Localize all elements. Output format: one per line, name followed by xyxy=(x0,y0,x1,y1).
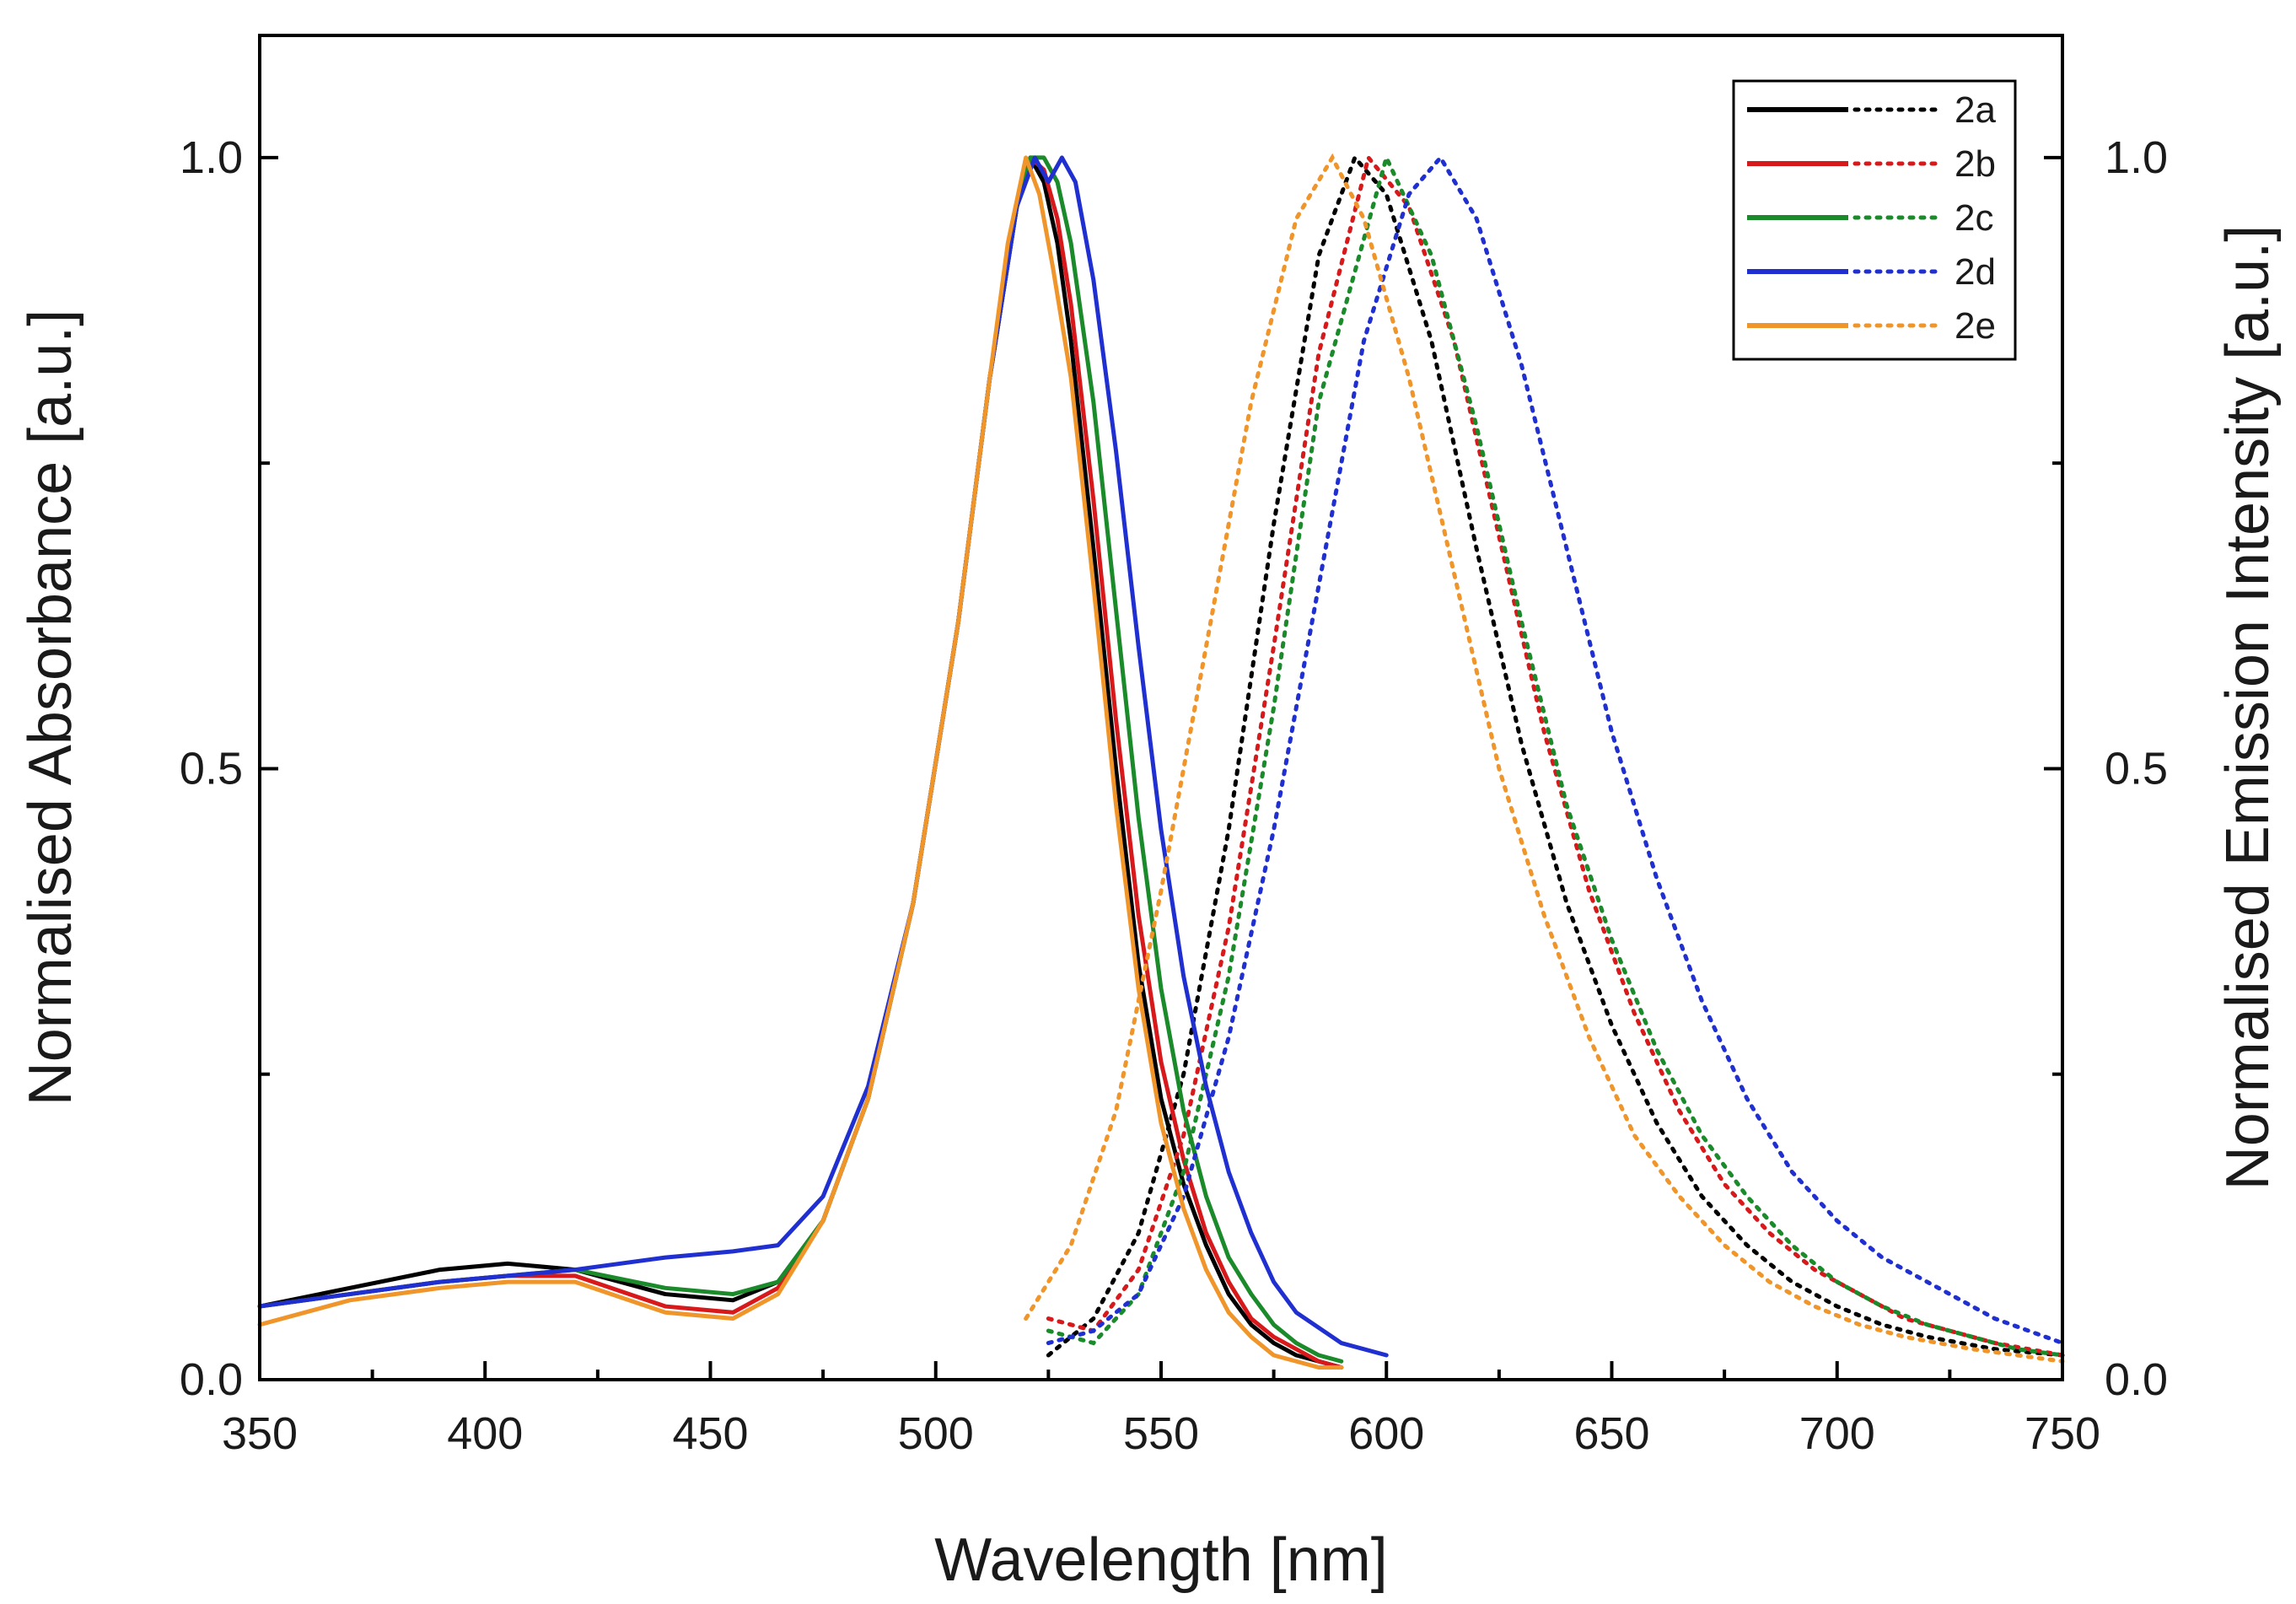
y-tick-label-left: 1.0 xyxy=(180,132,243,183)
x-tick-label: 650 xyxy=(1573,1408,1649,1459)
x-tick-label: 500 xyxy=(898,1408,974,1459)
y-tick-label-left: 0.0 xyxy=(180,1354,243,1405)
series-layer xyxy=(257,151,2065,1370)
emission-line-2e xyxy=(1024,153,2065,1364)
absorbance-line-2a xyxy=(257,155,1344,1370)
y-tick-label-left: 0.5 xyxy=(180,743,243,794)
legend-label-2b: 2b xyxy=(1955,143,1996,185)
y-tick-label-right: 0.5 xyxy=(2105,743,2168,794)
legend-label-2a: 2a xyxy=(1955,89,1996,131)
x-tick-label: 350 xyxy=(222,1408,298,1459)
emission-line-2c xyxy=(1046,151,2065,1358)
x-tick-label: 700 xyxy=(1799,1408,1875,1459)
y-axis-title-right: Normalised Emission Intensity [a.u.] xyxy=(2214,225,2282,1190)
emission-line-2a xyxy=(1046,153,2065,1358)
x-axis-title: Wavelength [nm] xyxy=(934,1526,1388,1594)
x-tick-label: 400 xyxy=(447,1408,523,1459)
absorbance-line-2d xyxy=(257,155,1389,1358)
legend-label-2d: 2d xyxy=(1955,251,1996,293)
absorbance-line-2e xyxy=(257,155,1344,1370)
legend-label-2c: 2c xyxy=(1955,197,1993,239)
plot-frame xyxy=(258,34,2064,1381)
y-axis-title-left: Normalised Absorbance [a.u.] xyxy=(17,309,84,1106)
y-tick-label-right: 0.0 xyxy=(2105,1354,2168,1405)
legend: 2a 2b 2c 2d 2e xyxy=(1732,79,2017,361)
emission-line-2d xyxy=(1046,153,2065,1346)
x-tick-label: 750 xyxy=(2024,1408,2100,1459)
x-tick-label: 550 xyxy=(1123,1408,1199,1459)
x-tick-label: 600 xyxy=(1348,1408,1424,1459)
legend-label-2e: 2e xyxy=(1955,305,1996,347)
y-tick-label-right: 1.0 xyxy=(2105,132,2168,183)
x-tick-label: 450 xyxy=(672,1408,748,1459)
